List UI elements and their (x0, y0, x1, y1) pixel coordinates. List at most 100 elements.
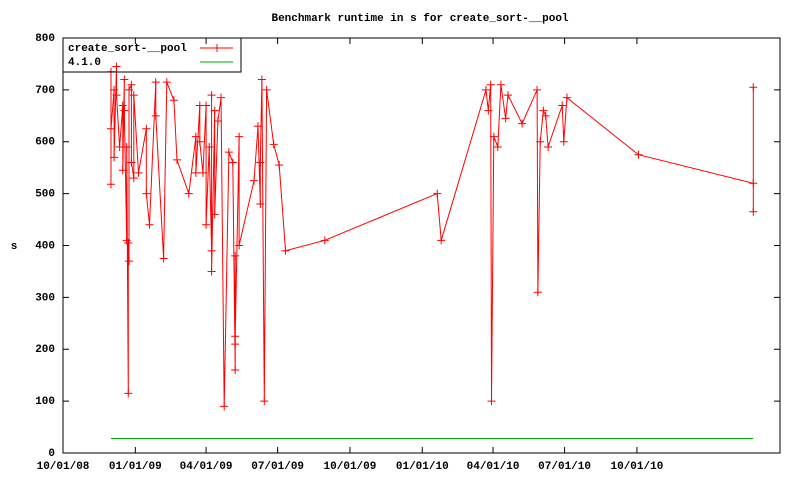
x-tick-label: 04/01/10 (467, 461, 520, 473)
y-tick-label: 400 (35, 240, 55, 252)
point-marker (231, 251, 240, 260)
point-marker (533, 85, 542, 94)
point-marker (253, 122, 262, 131)
point-marker (235, 132, 244, 141)
point-marker (207, 267, 216, 276)
point-marker (489, 132, 498, 141)
legend-label: create_sort-__pool (68, 43, 187, 55)
point-marker (536, 137, 545, 146)
point-marker (544, 142, 553, 151)
x-tick-label: 07/01/09 (251, 461, 304, 473)
x-tick-label: 01/01/09 (109, 461, 162, 473)
y-tick-label: 100 (35, 396, 55, 408)
point-marker (558, 101, 567, 110)
point-marker (275, 161, 284, 170)
point-marker (129, 91, 138, 100)
point-marker (162, 78, 171, 87)
y-tick-label: 0 (48, 448, 55, 460)
point-marker (124, 389, 133, 398)
point-marker (541, 111, 550, 120)
point-marker (205, 142, 214, 151)
point-marker (120, 75, 129, 84)
x-tick-label: 10/01/08 (37, 461, 90, 473)
x-tick-label: 01/01/10 (396, 461, 449, 473)
point-marker (213, 117, 222, 125)
point-marker (235, 241, 244, 250)
point-marker (231, 340, 240, 349)
point-marker (184, 189, 193, 198)
point-marker (503, 91, 512, 100)
point-marker (202, 220, 211, 229)
point-marker (129, 174, 138, 183)
point-marker (257, 75, 266, 84)
point-marker (231, 366, 240, 374)
point-marker (210, 210, 219, 219)
point-marker (501, 114, 510, 123)
point-marker (207, 246, 216, 255)
point-marker (145, 220, 154, 229)
point-marker (433, 189, 442, 198)
y-tick-label: 200 (35, 344, 55, 356)
point-marker (562, 93, 571, 102)
point-marker (202, 101, 211, 110)
point-marker (195, 137, 204, 146)
chart-title: Benchmark runtime in s for create_sort-_… (271, 13, 568, 25)
point-marker (210, 106, 219, 115)
point-marker (262, 85, 271, 94)
point-marker (256, 200, 265, 208)
point-marker (106, 180, 115, 189)
x-tick-label: 07/01/10 (538, 461, 591, 473)
point-marker (486, 80, 495, 89)
point-marker (110, 85, 119, 94)
point-marker (191, 132, 200, 141)
point-marker (198, 168, 207, 177)
point-marker (115, 142, 124, 151)
point-marker (207, 91, 216, 100)
point-marker (120, 106, 129, 115)
point-marker (112, 62, 121, 71)
point-marker (127, 80, 136, 89)
legend-marker (213, 44, 221, 52)
point-marker (224, 148, 233, 157)
point-marker (496, 80, 505, 89)
point-marker (142, 189, 151, 198)
point-marker (559, 137, 568, 146)
point-marker (134, 168, 143, 177)
point-marker (118, 101, 127, 110)
point-marker (191, 168, 200, 177)
point-marker (110, 153, 119, 162)
point-marker (159, 254, 168, 263)
x-tick-label: 04/01/09 (180, 461, 233, 473)
point-marker (118, 166, 127, 175)
x-tick-label: 10/01/09 (324, 461, 377, 473)
point-marker (125, 85, 134, 94)
point-marker (481, 85, 490, 94)
point-marker (281, 246, 290, 255)
point-marker (127, 158, 136, 167)
point-marker (172, 155, 181, 164)
point-marker (142, 124, 151, 133)
point-marker (437, 236, 446, 245)
point-marker (169, 96, 178, 105)
point-marker (484, 106, 493, 115)
point-marker (151, 78, 160, 87)
x-tick-label: 10/01/10 (611, 461, 664, 473)
point-marker (260, 397, 269, 406)
point-marker (256, 158, 265, 167)
legend-label: 4.1.0 (68, 57, 101, 69)
y-tick-label: 500 (35, 189, 55, 201)
point-marker (269, 140, 278, 149)
point-marker (539, 106, 548, 115)
point-marker (493, 142, 502, 151)
legend-box (62, 37, 242, 73)
point-marker (749, 179, 758, 188)
point-marker (124, 238, 133, 247)
point-marker (749, 207, 758, 216)
point-marker (250, 176, 259, 185)
point-marker (749, 83, 758, 92)
y-axis-label: s (11, 241, 18, 253)
point-marker (320, 236, 329, 245)
point-marker (634, 150, 643, 159)
